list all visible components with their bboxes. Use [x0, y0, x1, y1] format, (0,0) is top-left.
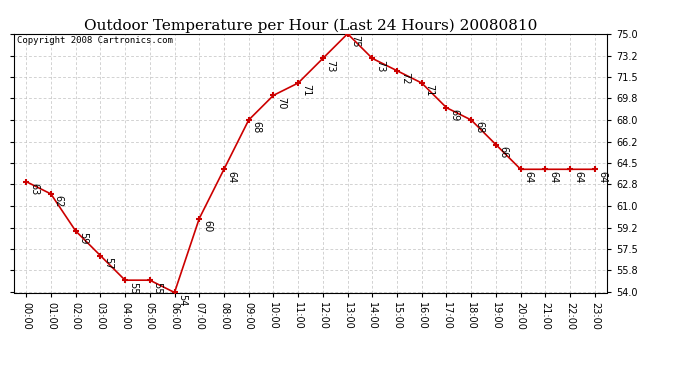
Text: 64: 64 [227, 171, 237, 183]
Text: 54: 54 [177, 294, 187, 306]
Text: 69: 69 [449, 109, 460, 122]
Text: 71: 71 [301, 84, 311, 97]
Text: 64: 64 [524, 171, 533, 183]
Text: 75: 75 [351, 35, 360, 48]
Text: 73: 73 [326, 60, 335, 72]
Text: 57: 57 [103, 257, 113, 269]
Text: 73: 73 [375, 60, 385, 72]
Text: 60: 60 [202, 220, 212, 232]
Text: Copyright 2008 Cartronics.com: Copyright 2008 Cartronics.com [17, 36, 172, 45]
Text: 64: 64 [573, 171, 583, 183]
Text: 70: 70 [276, 97, 286, 109]
Text: 59: 59 [79, 232, 88, 244]
Text: 66: 66 [499, 146, 509, 158]
Text: 62: 62 [54, 195, 63, 208]
Text: 64: 64 [598, 171, 608, 183]
Text: 68: 68 [474, 122, 484, 134]
Text: 68: 68 [251, 122, 262, 134]
Title: Outdoor Temperature per Hour (Last 24 Hours) 20080810: Outdoor Temperature per Hour (Last 24 Ho… [83, 18, 538, 33]
Text: 71: 71 [424, 84, 435, 97]
Text: 55: 55 [152, 282, 163, 294]
Text: 63: 63 [29, 183, 39, 195]
Text: 64: 64 [548, 171, 558, 183]
Text: 72: 72 [400, 72, 410, 85]
Text: 55: 55 [128, 282, 138, 294]
